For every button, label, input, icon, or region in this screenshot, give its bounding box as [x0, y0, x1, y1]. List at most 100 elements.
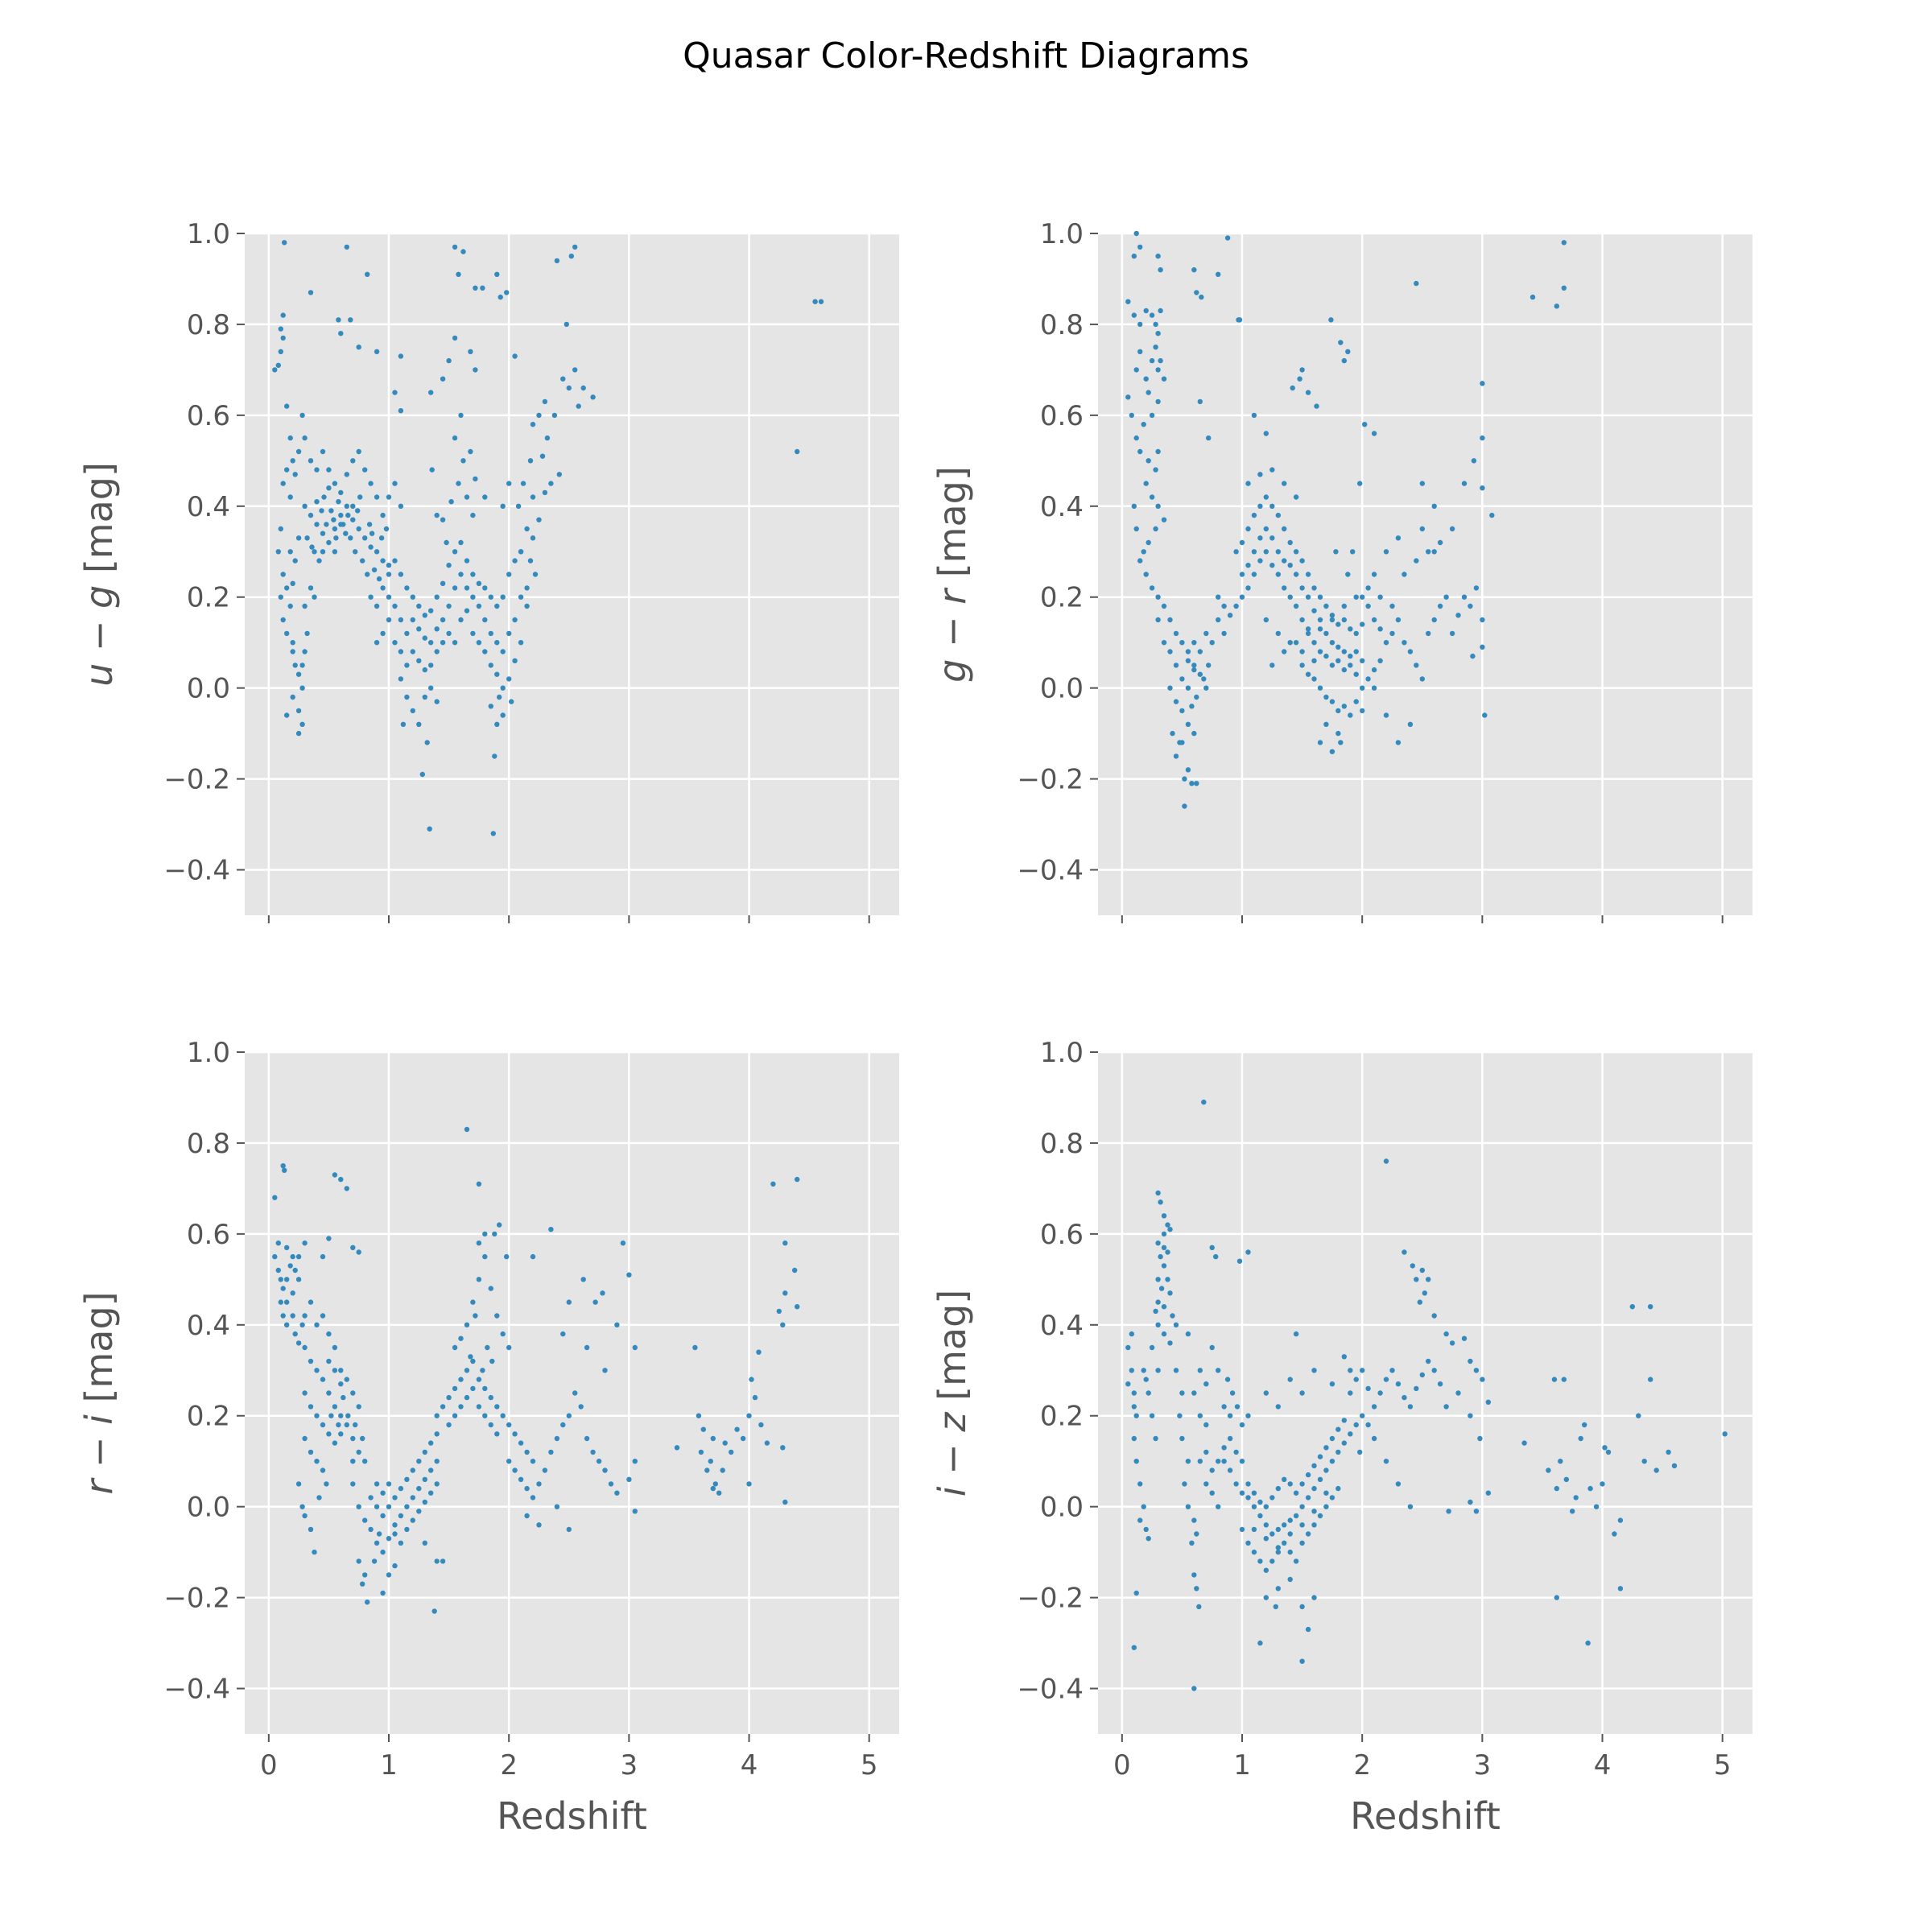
data-point	[520, 481, 526, 486]
data-point	[1353, 649, 1359, 654]
data-point	[560, 376, 566, 382]
data-point	[1203, 685, 1209, 691]
data-point	[1348, 663, 1353, 668]
data-point	[708, 1459, 713, 1464]
data-point	[764, 1440, 770, 1446]
data-point	[1341, 1418, 1348, 1423]
data-point	[734, 1426, 740, 1432]
data-point	[580, 385, 586, 391]
data-point	[1209, 1245, 1215, 1251]
data-point	[1257, 1499, 1263, 1505]
data-point	[476, 603, 482, 609]
data-point	[404, 585, 410, 591]
data-point	[488, 1286, 493, 1291]
data-point	[1282, 1540, 1287, 1546]
data-point	[1402, 640, 1407, 646]
data-point	[1239, 1459, 1245, 1464]
data-point	[1245, 563, 1251, 568]
data-point	[295, 1253, 302, 1260]
data-point	[1419, 481, 1426, 486]
data-point	[362, 1517, 368, 1523]
data-point	[446, 630, 452, 637]
data-point	[564, 321, 569, 328]
data-point	[632, 1459, 638, 1464]
data-point	[1641, 1459, 1647, 1464]
data-point	[1209, 1490, 1215, 1496]
data-point	[338, 1368, 344, 1373]
data-point	[1305, 671, 1311, 677]
data-point	[1133, 526, 1139, 532]
plot-background	[245, 1052, 899, 1734]
data-point	[1153, 526, 1158, 532]
data-point	[1158, 1253, 1163, 1260]
data-point	[600, 1290, 605, 1296]
data-point	[356, 345, 361, 350]
data-point	[1141, 422, 1146, 427]
data-point	[1357, 1449, 1363, 1455]
data-point	[568, 254, 574, 259]
data-point	[480, 1368, 485, 1373]
data-point	[320, 448, 326, 455]
data-point	[626, 1476, 632, 1483]
data-point	[376, 1531, 382, 1537]
data-point	[1341, 1354, 1348, 1360]
data-point	[1345, 349, 1351, 354]
data-point	[1245, 1249, 1251, 1255]
data-point	[504, 1253, 510, 1260]
data-point	[1311, 640, 1317, 646]
data-point	[1191, 1390, 1197, 1396]
data-point	[410, 1495, 415, 1501]
data-point	[1389, 1368, 1395, 1373]
data-point	[446, 1394, 452, 1401]
data-point	[314, 1368, 320, 1373]
data-point	[422, 635, 427, 641]
data-point	[292, 472, 298, 477]
data-point	[758, 1422, 764, 1428]
data-point	[464, 1368, 470, 1373]
data-point	[1305, 1495, 1311, 1501]
data-point	[309, 544, 315, 550]
data-point	[344, 1186, 349, 1191]
data-point	[1482, 712, 1488, 718]
data-point	[1317, 594, 1323, 600]
data-point	[392, 1495, 398, 1501]
data-point	[1194, 694, 1199, 700]
data-point	[620, 1241, 626, 1246]
data-point	[1371, 617, 1377, 623]
data-point	[416, 1485, 422, 1492]
data-point	[1323, 1468, 1329, 1473]
data-point	[1185, 1504, 1191, 1509]
data-point	[278, 1299, 283, 1305]
data-point	[295, 1481, 302, 1487]
data-point	[1299, 663, 1305, 668]
data-point	[284, 630, 290, 637]
data-point	[440, 1404, 446, 1410]
data-point	[1153, 321, 1158, 328]
data-point	[632, 1344, 638, 1351]
data-point	[452, 585, 458, 591]
data-point	[1131, 312, 1137, 318]
data-point	[272, 367, 278, 373]
data-point	[1636, 1413, 1641, 1418]
data-point	[470, 1385, 476, 1392]
data-point	[1179, 1435, 1185, 1442]
data-point	[1153, 1308, 1158, 1315]
data-point	[504, 290, 510, 295]
data-point	[1338, 740, 1344, 745]
data-point	[530, 1253, 536, 1260]
data-point	[278, 526, 283, 532]
data-point	[1395, 1381, 1402, 1387]
data-point	[572, 244, 578, 250]
data-point	[1251, 512, 1257, 518]
data-point	[1257, 1640, 1263, 1646]
data-point	[1221, 1459, 1227, 1464]
data-point	[326, 1236, 332, 1241]
data-point	[590, 394, 596, 400]
data-point	[422, 613, 427, 618]
data-point	[1437, 539, 1443, 546]
data-point	[427, 826, 432, 832]
data-point	[1348, 626, 1353, 632]
data-point	[1275, 549, 1282, 555]
data-point	[1149, 494, 1155, 500]
data-point	[1141, 1504, 1146, 1509]
